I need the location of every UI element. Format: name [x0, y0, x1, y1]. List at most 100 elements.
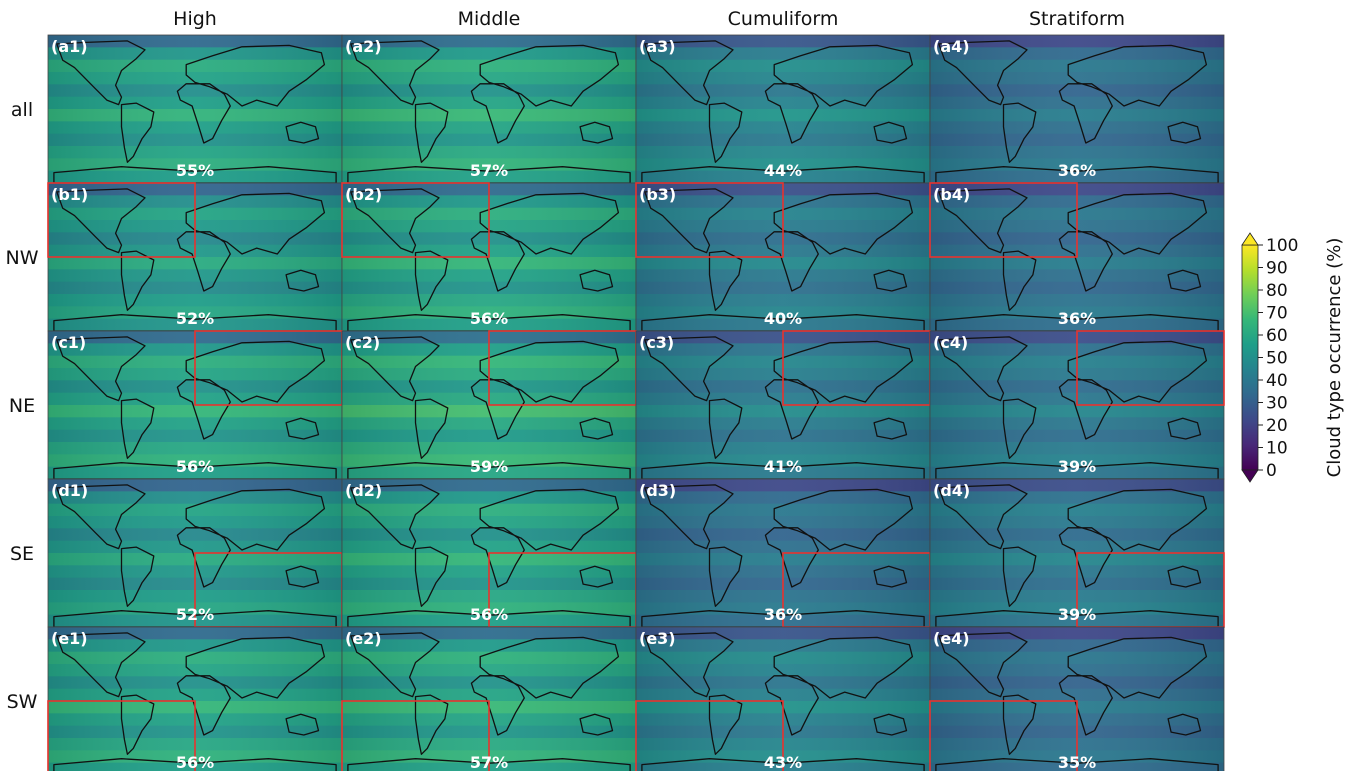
panel-mean-value: 56%	[470, 309, 508, 328]
map-panel: (b3) 40%	[635, 182, 931, 332]
panel-label: (c2)	[345, 333, 380, 352]
map-panel: (b4) 36%	[929, 182, 1225, 332]
panel-mean-value: 56%	[176, 457, 214, 476]
panel-label: (b4)	[933, 185, 970, 204]
panel-mean-value: 36%	[1058, 161, 1096, 180]
colorbar-tick-label: 70	[1266, 304, 1288, 324]
coastline	[641, 40, 925, 184]
panel-label: (e4)	[933, 629, 970, 648]
panel-mean-value: 36%	[764, 605, 802, 624]
colorbar-tick-label: 60	[1266, 326, 1288, 346]
panel-mean-value: 52%	[176, 605, 214, 624]
map-panel: (b1) 52%	[47, 182, 343, 332]
panel-label: (b2)	[345, 185, 382, 204]
colorbar-tick-label: 80	[1266, 281, 1288, 301]
map-panel: (a1) 55%	[47, 34, 343, 184]
panel-label: (e2)	[345, 629, 382, 648]
region-box	[929, 182, 1078, 258]
coastline	[53, 632, 337, 771]
panel-mean-value: 39%	[1058, 605, 1096, 624]
row-headers: all NW NE SE SW	[6, 99, 39, 713]
panel-mean-value: 39%	[1058, 457, 1096, 476]
map-panel: (a3) 44%	[635, 34, 931, 184]
coastline	[641, 632, 925, 771]
colorbar-extend-max	[1241, 232, 1259, 246]
map-panel: (b2) 56%	[341, 182, 637, 332]
coastline	[53, 336, 337, 480]
colorbar-ramp	[1241, 244, 1259, 471]
panel-label: (e1)	[51, 629, 88, 648]
panel-label: (d1)	[51, 481, 88, 500]
panel-shading	[342, 35, 636, 183]
panel-shading	[930, 35, 1224, 183]
map-panel: (a4) 36%	[929, 34, 1225, 184]
colorbar-tick-label: 100	[1266, 236, 1298, 256]
panel-mean-value: 59%	[470, 457, 508, 476]
coastline	[935, 188, 1219, 332]
panel-mean-value: 41%	[764, 457, 802, 476]
map-panel: (c4) 39%	[929, 330, 1225, 480]
panel-label: (e3)	[639, 629, 676, 648]
panel-mean-value: 56%	[470, 605, 508, 624]
coastline	[53, 484, 337, 628]
panel-mean-value: 56%	[176, 753, 214, 771]
panel-mean-value: 52%	[176, 309, 214, 328]
panel-label: (d2)	[345, 481, 382, 500]
coastline	[347, 484, 631, 628]
coastline	[53, 188, 337, 332]
row-header: NW	[6, 247, 39, 269]
panel-mean-value: 43%	[764, 753, 802, 771]
map-panel: (d2) 56%	[341, 478, 637, 628]
map-panels: (a1) 55% (a2) 57% (a3) 44% (a4) 36% (b1) 52% (b2) 5…	[47, 34, 1225, 771]
colorbar-tick-label: 50	[1266, 349, 1288, 369]
map-panel: (c2) 59%	[341, 330, 637, 480]
panel-label: (b3)	[639, 185, 676, 204]
map-panel: (d1) 52%	[47, 478, 343, 628]
map-panel: (c1) 56%	[47, 330, 343, 480]
panel-shading	[636, 35, 930, 183]
coastline	[935, 40, 1219, 184]
region-box	[635, 182, 784, 258]
colorbar-tick-label: 0	[1266, 461, 1277, 481]
coastline	[935, 484, 1219, 628]
coastline	[935, 336, 1219, 480]
colorbar-tick-label: 10	[1266, 439, 1288, 459]
column-headers: High Middle Cumuliform Stratiform	[173, 8, 1125, 30]
panel-mean-value: 36%	[1058, 309, 1096, 328]
region-box	[47, 700, 196, 771]
row-header: SW	[7, 691, 38, 713]
map-panel: (e1) 56%	[47, 626, 343, 771]
panel-mean-value: 57%	[470, 161, 508, 180]
column-header: High	[173, 8, 217, 30]
map-panel: (c3) 41%	[635, 330, 931, 480]
region-box	[341, 182, 490, 258]
colorbar-tick-label: 30	[1266, 394, 1288, 414]
panel-label: (a4)	[933, 37, 970, 56]
panel-mean-value: 55%	[176, 161, 214, 180]
panel-shading	[48, 35, 342, 183]
row-header: SE	[10, 543, 34, 565]
panel-label: (a3)	[639, 37, 676, 56]
panel-label: (c1)	[51, 333, 86, 352]
column-header: Middle	[458, 8, 521, 30]
panel-label: (a2)	[345, 37, 382, 56]
panel-mean-value: 44%	[764, 161, 802, 180]
column-header: Stratiform	[1029, 8, 1125, 30]
row-header: NE	[9, 395, 35, 417]
coastline	[641, 336, 925, 480]
colorbar-tick-label: 90	[1266, 259, 1288, 279]
region-box	[635, 700, 784, 771]
panel-label: (b1)	[51, 185, 88, 204]
row-header: all	[11, 99, 33, 121]
panel-label: (c3)	[639, 333, 674, 352]
map-panel: (d3) 36%	[635, 478, 931, 628]
coastline	[53, 40, 337, 184]
panel-label: (c4)	[933, 333, 968, 352]
coastline	[641, 188, 925, 332]
region-box	[341, 700, 490, 771]
coastline	[347, 336, 631, 480]
map-panel: (e4) 35%	[929, 626, 1225, 771]
map-panel: (a2) 57%	[341, 34, 637, 184]
